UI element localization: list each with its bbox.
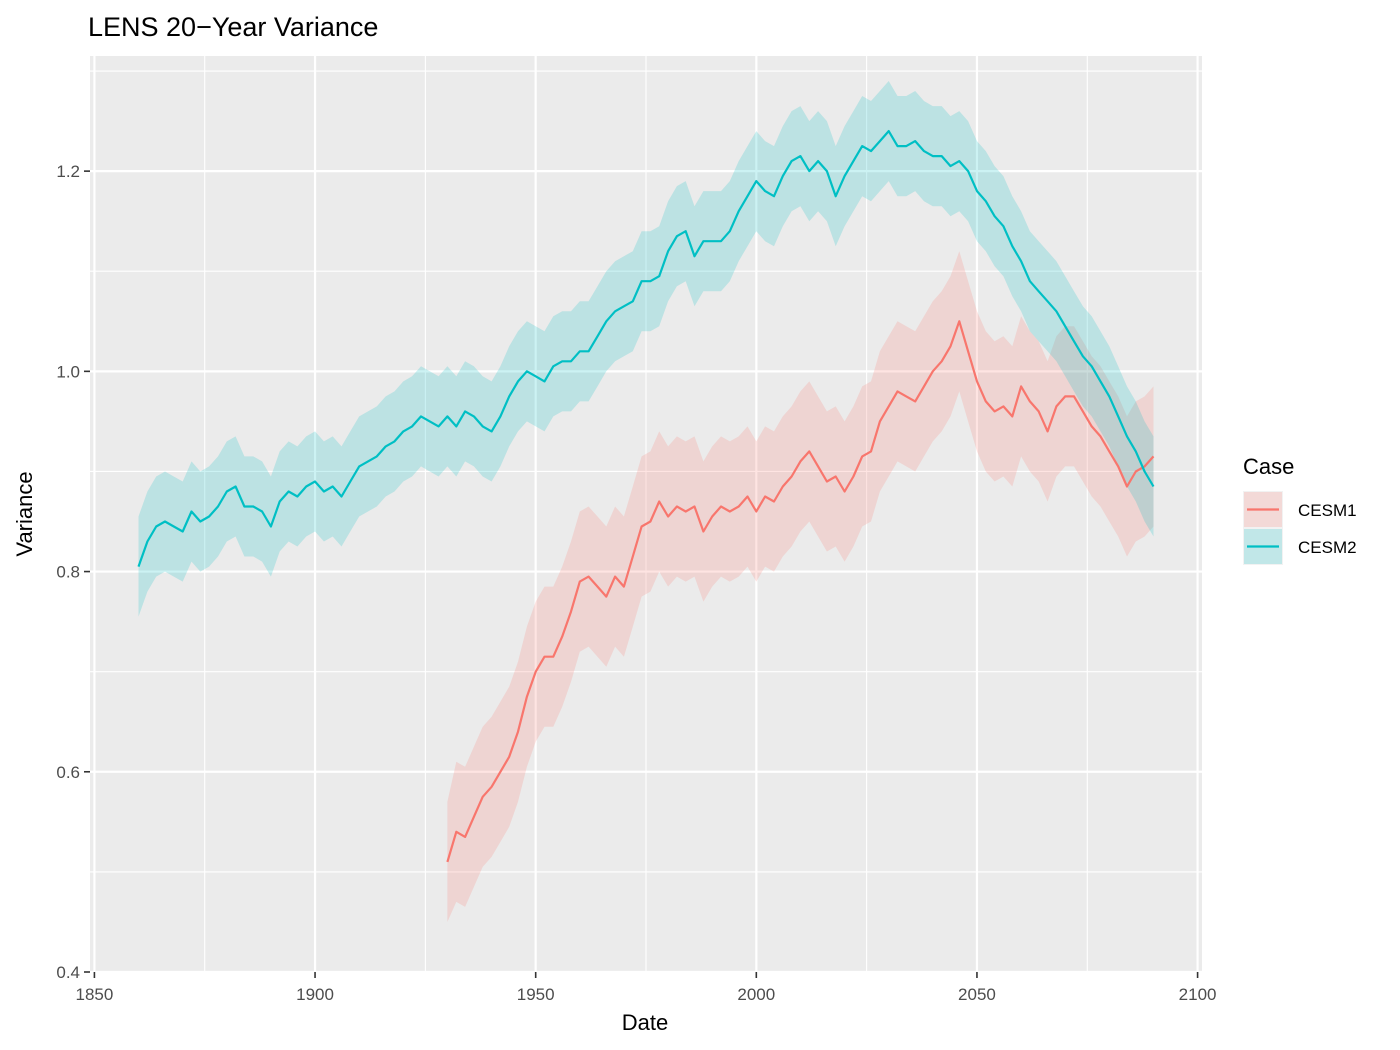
line-cesm2 [137, 130, 1155, 567]
confidence-ribbons [138, 81, 1154, 922]
y-tick-label: 0.8 [56, 563, 80, 582]
ribbon-cesm1 [447, 251, 1154, 922]
x-tick-label: 1950 [517, 985, 555, 1004]
minor-grid [90, 56, 1202, 972]
x-axis: 1850 1900 1950 2000 2050 2100 [75, 972, 1217, 1004]
ribbon-cesm2 [138, 81, 1154, 617]
x-axis-title: Date [622, 1010, 668, 1035]
y-tick-label: 1.0 [56, 362, 80, 381]
legend: Case CESM1 CESM2 [1243, 454, 1357, 565]
legend-label: CESM2 [1298, 538, 1357, 557]
x-tick-label: 2050 [958, 985, 996, 1004]
series-lines [137, 130, 1155, 863]
y-axis: 0.4 0.6 0.8 1.0 1.2 [56, 162, 90, 982]
legend-item-cesm2: CESM2 [1243, 528, 1357, 565]
major-grid [90, 56, 1202, 974]
legend-item-cesm1: CESM1 [1243, 491, 1357, 528]
x-tick-label: 1850 [75, 985, 113, 1004]
legend-title: Case [1243, 454, 1294, 479]
y-tick-label: 0.6 [56, 763, 80, 782]
x-tick-label: 2000 [737, 985, 775, 1004]
line-cesm1 [446, 320, 1155, 863]
x-tick-label: 2100 [1179, 985, 1217, 1004]
y-tick-label: 1.2 [56, 162, 80, 181]
x-tick-label: 1900 [296, 985, 334, 1004]
y-axis-title: Variance [12, 471, 37, 556]
legend-keys: CESM1 CESM2 [1243, 491, 1357, 565]
chart-title: LENS 20−Year Variance [88, 12, 378, 42]
legend-label: CESM1 [1298, 501, 1357, 520]
y-tick-label: 0.4 [56, 963, 80, 982]
